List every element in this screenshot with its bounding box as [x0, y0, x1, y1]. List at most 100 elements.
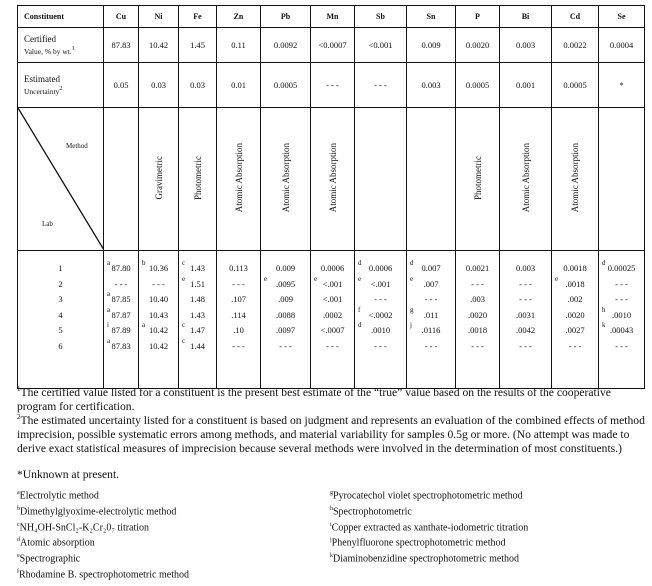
value-text: 1.47 — [190, 325, 205, 335]
lab-value: h .0010 — [599, 306, 644, 324]
method-name: Photometric — [192, 156, 203, 200]
legend-text: Diaminobenzidine spectrophotometric meth… — [333, 553, 520, 565]
lab-value: - - - — [104, 277, 138, 293]
footnote-ref: 1 — [71, 45, 75, 52]
legend-item: iCopper extracted as xanthate-iodometric… — [330, 519, 528, 535]
element-sb: Sb — [354, 5, 407, 28]
value-text: - - - — [114, 278, 128, 289]
certified-value: <0.001 — [354, 27, 407, 63]
lab-value: a 87.85 — [104, 290, 138, 308]
lab-value: - - - — [407, 339, 455, 355]
lab-values-column: 0.0021 - - - .003 .0020 .0018 - - - — [455, 250, 500, 389]
legend-text: NH₄OH-SnCl₂-K₂Cr₂0₇ titration — [19, 521, 150, 533]
value-text: - - - — [615, 340, 628, 351]
method-footnote-ref: d — [602, 259, 606, 267]
method-cell — [598, 107, 645, 251]
footnote-text: The certified value listed for a constit… — [17, 385, 611, 413]
lab-value: - - - — [456, 339, 499, 355]
lab-value: <.0007 — [311, 323, 354, 339]
method-name: Atomic Absorption — [233, 143, 244, 213]
legend-letter: b — [17, 505, 20, 512]
lab-value: - - - — [552, 339, 598, 355]
value-text: - - - — [615, 278, 628, 289]
legend-text: Dimethylglyoxime-electrolytic method — [20, 506, 177, 518]
method-cell — [406, 107, 456, 251]
lab-value: 1.48 — [179, 292, 216, 308]
legend-text: Copper extracted as xanthate-iodometric … — [331, 521, 529, 533]
diagonal-line — [18, 108, 104, 250]
method-footnote-ref: e — [358, 274, 362, 283]
value-text: 10.42 — [148, 325, 169, 335]
lab-value: - - - — [261, 339, 310, 355]
lab-value: .10 — [217, 323, 260, 339]
uncertainty-label-line1: Estimated — [24, 73, 60, 84]
element-bi: Bi — [499, 5, 552, 28]
value-text: <.001 — [322, 294, 343, 304]
legend-item: kDiaminobenzidine spectrophotometric met… — [330, 550, 528, 566]
value-text: 87.83 — [111, 340, 131, 351]
element-p: P — [455, 5, 500, 28]
lab-value: 10.42 — [139, 339, 178, 355]
value-text: 0.0021 — [465, 263, 490, 273]
value-text: 87.87 — [111, 309, 131, 320]
lab-value: d 0.007 — [407, 259, 455, 277]
method-footnote-ref: g — [410, 305, 414, 314]
lab-values-column: c 1.43 e 1.51 1.48 1.43 c 1.47 c 1.44 — [178, 250, 217, 389]
legend-text: Rhodamine B. spectrophotometric method — [19, 569, 189, 581]
lab-value: - - - — [599, 292, 644, 308]
method-lab-corner: Method Lab — [17, 107, 104, 251]
method-cell: Atomic Absorption — [499, 107, 552, 251]
method-name: Photometric — [472, 156, 483, 200]
method-name: Atomic Absorption — [570, 143, 580, 213]
value-text: <.0007 — [320, 325, 345, 335]
lab-value: 0.113 — [217, 261, 260, 277]
value-text: - - - — [568, 340, 582, 351]
lab-values-column: 0.0006 e <.001 <.001 .0002 <.0007 - - - — [310, 250, 355, 389]
lab-value: e .007 — [407, 275, 455, 293]
lab-value: .002 — [552, 292, 598, 308]
lab-value: d .0010 — [355, 321, 406, 339]
legend-letter: a — [17, 490, 20, 496]
lab-values-column: a 87.80- - - a 87.85 a 87.87 i 87.89 a 87.83 — [103, 250, 139, 389]
value-text: - - - — [519, 294, 532, 304]
value-text: .00043 — [609, 325, 634, 335]
certified-label-line1: Certified — [24, 33, 56, 44]
footnote-text: The estimated uncertainty listed for a c… — [17, 413, 645, 455]
lab-values-column: 0.0018 e .0018 .002 .0020 .0027 - - - — [551, 250, 599, 389]
lab-number: 2 — [58, 278, 63, 289]
uncertainty-value: 0.0005 — [551, 62, 599, 108]
value-text: - - - — [424, 340, 438, 351]
method-footnote-ref: c — [182, 321, 186, 329]
lab-value: 0.0021 — [456, 261, 499, 277]
lab-values-column: d 0.00025- - -- - - h .0010 k .00043- - - — [598, 250, 645, 389]
method-footnote-ref: e — [555, 274, 559, 283]
value-text: .114 — [231, 309, 246, 320]
lab-value: a 87.83 — [104, 337, 138, 355]
lab-results-row: 1 2 3 4 5 6 a 87.80- - - a 87.85 a 87.87 i 87.89 a 87.8… — [17, 250, 645, 389]
method-footnote-ref: c — [182, 336, 186, 345]
lab-value: .0020 — [552, 308, 598, 324]
lab-value: 0.009 — [261, 261, 310, 277]
uncertainty-row: Estimated Uncertainty2 0.05 0.03 0.03 0.01 0.0… — [17, 62, 645, 108]
legend-letter: f — [17, 569, 19, 576]
lab-number: 4 — [58, 309, 63, 320]
certified-label-line2: Value, % by wt. — [24, 46, 72, 56]
certified-value: 0.0004 — [598, 27, 645, 63]
method-label: Method — [66, 142, 88, 150]
method-footnote-ref: b — [142, 259, 146, 267]
method-footnote-ref: e — [410, 274, 414, 283]
value-text: .0010 — [370, 325, 391, 335]
certified-value: 0.11 — [216, 27, 261, 63]
legend-item: bDimethylglyoxime-electrolytic method — [17, 503, 189, 519]
uncertainty-value: 0.001 — [499, 62, 552, 108]
uncertainty-value: 0.0005 — [455, 62, 500, 108]
method-name: Atomic Absorption — [520, 143, 531, 213]
value-text: 0.0006 — [368, 263, 393, 273]
lab-value: d 0.00025 — [599, 259, 644, 277]
method-footnote-ref: a — [107, 290, 111, 298]
value-text: .10 — [233, 325, 244, 335]
lab-value: - - - — [355, 292, 406, 308]
certified-value: 0.009 — [406, 27, 456, 63]
legend-letter: i — [330, 521, 332, 528]
legend-text: Phenylfluorone spectrophotometric method — [331, 537, 506, 549]
